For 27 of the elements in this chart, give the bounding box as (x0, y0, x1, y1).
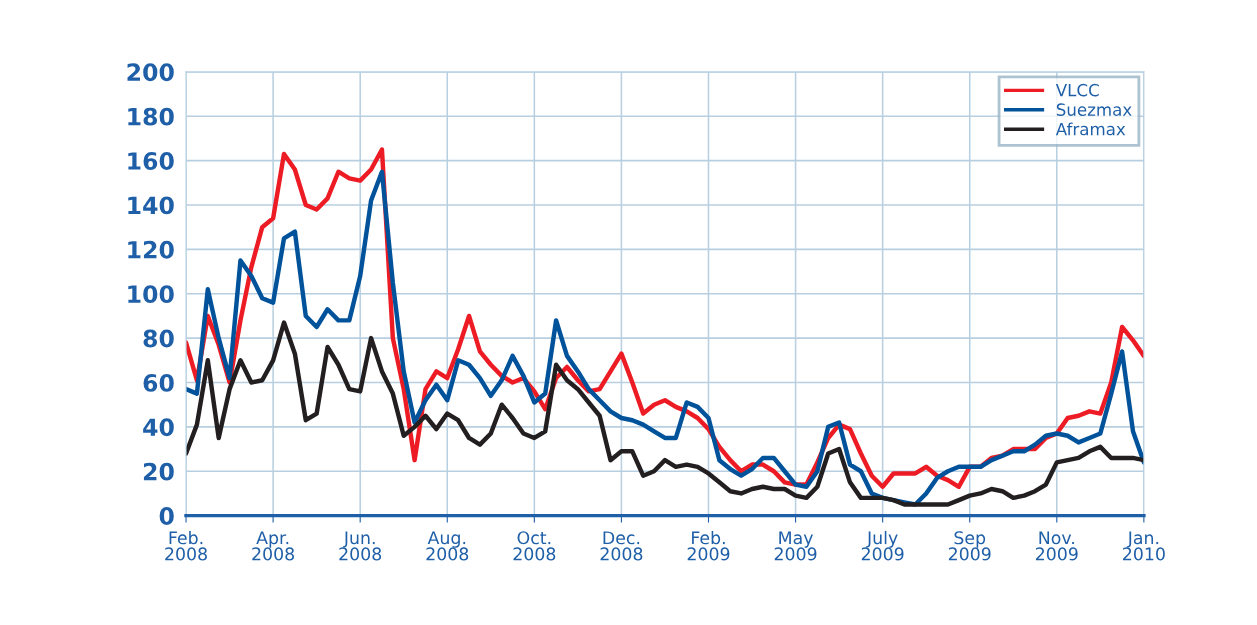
legend-label: VLCC (1055, 83, 1099, 97)
y-tick-label: 60 (143, 373, 174, 392)
y-tick-label: 0 (159, 507, 174, 525)
y-tick-label: 200 (127, 63, 174, 82)
y-tick-label: 80 (143, 329, 174, 348)
y-tick-label: 140 (128, 196, 174, 215)
x-tick-label: Feb. 2009 (687, 530, 730, 561)
x-tick-label: Oct. 2008 (513, 531, 556, 561)
y-tick-label: 120 (128, 240, 174, 259)
x-tick-label: Jan. 2010 (1123, 531, 1165, 561)
y-tick-label: 180 (128, 107, 174, 126)
x-tick-label: Sep 2009 (948, 531, 991, 561)
x-tick-label: Dec. 2008 (600, 531, 643, 561)
line-series (186, 320, 1144, 507)
legend-label: Aframax (1055, 122, 1126, 136)
y-tick-label: 100 (128, 285, 174, 304)
y-tick-label: 160 (128, 152, 174, 170)
x-tick-label: Apr. 2008 (252, 531, 295, 561)
x-tick-label: Nov. 2009 (1035, 531, 1078, 561)
y-tick-label: 40 (143, 418, 174, 437)
x-tick-label: Aug. 2008 (426, 531, 469, 561)
legend-label: Suezmax (1056, 103, 1132, 116)
x-tick-label: Feb. 2008 (165, 530, 207, 561)
x-tick-label: May 2009 (774, 531, 817, 561)
x-tick-label: July 2009 (861, 530, 904, 561)
x-tick-label: Jun. 2008 (339, 531, 382, 561)
y-tick-label: 20 (143, 462, 174, 481)
